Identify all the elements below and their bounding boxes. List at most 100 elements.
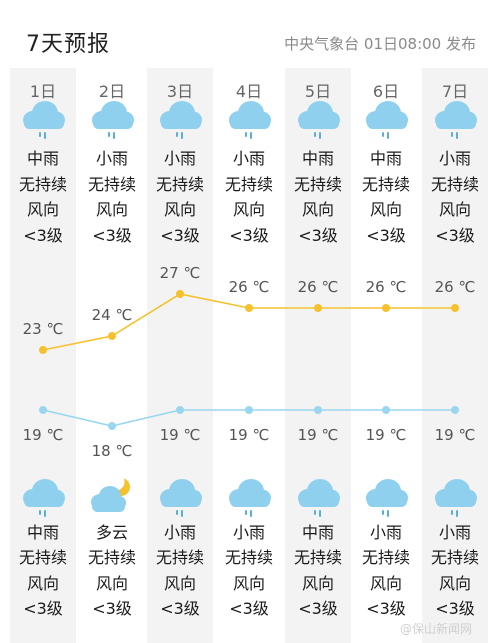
- night-wind-text: 无持续: [361, 548, 410, 567]
- day-weather-text: 小雨: [438, 149, 471, 168]
- night-wind-level: <3级: [229, 599, 269, 618]
- cloud-moon-icon: [91, 473, 130, 512]
- day-wind-text: 无持续: [361, 175, 410, 194]
- night-weather-text: 中雨: [301, 523, 334, 542]
- high-temp-label: 27 ℃: [160, 264, 201, 282]
- day-column: 2日 小雨 无持续 风向 <3级 多云 无持续 风向 <3级: [79, 68, 145, 643]
- night-wind-text: 无持续: [87, 548, 136, 567]
- rain-cloud-icon: [298, 479, 340, 517]
- low-temp-label: 19 ℃: [366, 426, 407, 444]
- high-temp-label: 24 ℃: [92, 306, 133, 324]
- rain-cloud-icon: [435, 479, 477, 517]
- rain-cloud-icon: [23, 101, 65, 139]
- night-weather-text: 小雨: [163, 523, 196, 542]
- low-temp-label: 19 ℃: [298, 426, 339, 444]
- low-temp-point: [108, 422, 116, 430]
- night-weather-text: 中雨: [26, 523, 59, 542]
- day-label: 7日: [441, 82, 469, 101]
- night-weather-icon: [294, 476, 342, 520]
- low-temp-label: 19 ℃: [160, 426, 201, 444]
- night-weather-text: 小雨: [232, 523, 265, 542]
- day-label: 2日: [98, 82, 126, 101]
- day-weather-icon: [362, 98, 410, 142]
- day-weather-text: 小雨: [163, 149, 196, 168]
- rain-cloud-icon: [229, 479, 271, 517]
- night-wind-level: <3级: [92, 599, 132, 618]
- rain-cloud-icon: [435, 101, 477, 139]
- day-weather-icon: [19, 98, 67, 142]
- temperature-chart: 23 ℃ 24 ℃ 27 ℃ 26 ℃ 26 ℃ 26 ℃ 26 ℃ 19 ℃ 18 ℃ 19 ℃…: [23, 264, 476, 460]
- night-wind-text: 无持续: [293, 548, 342, 567]
- day-wind-level: <3级: [23, 226, 63, 245]
- night-wind-direction: 风向: [26, 574, 59, 593]
- column-background: [422, 68, 488, 643]
- column-background: [147, 68, 213, 643]
- high-temp-point: [382, 304, 390, 312]
- day-column: 7日 小雨 无持续 风向 <3级 小雨 无持续 风向 <3级: [422, 68, 488, 643]
- night-wind-level: <3级: [23, 599, 63, 618]
- day-weather-icon: [225, 98, 273, 142]
- day-wind-text: 无持续: [224, 175, 273, 194]
- night-weather-text: 多云: [95, 523, 128, 542]
- day-weather-icon: [431, 98, 479, 142]
- page-title: 7天预报: [26, 32, 110, 57]
- night-wind-direction: 风向: [232, 574, 265, 593]
- rain-cloud-icon: [160, 479, 202, 517]
- day-wind-level: <3级: [229, 226, 269, 245]
- rain-cloud-icon: [160, 101, 202, 139]
- day-weather-icon: [88, 98, 136, 142]
- day-label: 6日: [372, 82, 400, 101]
- rain-cloud-icon: [229, 101, 271, 139]
- low-temp-label: 18 ℃: [92, 442, 133, 460]
- day-label: 5日: [304, 82, 332, 101]
- day-wind-direction: 风向: [369, 200, 402, 219]
- night-weather-icon: [362, 476, 410, 520]
- day-wind-level: <3级: [298, 226, 338, 245]
- day-label: 4日: [235, 82, 263, 101]
- rain-cloud-icon: [298, 101, 340, 139]
- day-wind-level: <3级: [92, 226, 132, 245]
- forecast-header: 7天预报 中央气象台 01日08:00 发布: [0, 0, 500, 66]
- day-wind-direction: 风向: [26, 200, 59, 219]
- issue-source: 中央气象台 01日08:00 发布: [284, 35, 476, 53]
- low-temp-label: 19 ℃: [435, 426, 476, 444]
- low-temp-point: [245, 406, 253, 414]
- low-temp-label: 19 ℃: [23, 426, 64, 444]
- low-temp-point: [314, 406, 322, 414]
- high-temp-label: 26 ℃: [366, 278, 407, 296]
- day-wind-text: 无持续: [430, 175, 479, 194]
- day-wind-level: <3级: [160, 226, 200, 245]
- high-temp-point: [245, 304, 253, 312]
- high-temp-point: [451, 304, 459, 312]
- night-weather-text: 小雨: [438, 523, 471, 542]
- night-wind-direction: 风向: [163, 574, 196, 593]
- day-wind-direction: 风向: [163, 200, 196, 219]
- day-wind-text: 无持续: [18, 175, 67, 194]
- night-weather-text: 小雨: [369, 523, 402, 542]
- day-column: 3日 小雨 无持续 风向 <3级 小雨 无持续 风向 <3级: [147, 68, 213, 643]
- night-wind-level: <3级: [298, 599, 338, 618]
- night-wind-text: 无持续: [430, 548, 479, 567]
- day-wind-level: <3级: [435, 226, 475, 245]
- day-wind-text: 无持续: [87, 175, 136, 194]
- high-temp-label: 23 ℃: [23, 320, 64, 338]
- day-weather-text: 中雨: [301, 149, 334, 168]
- high-temp-label: 26 ℃: [435, 278, 476, 296]
- day-wind-text: 无持续: [293, 175, 342, 194]
- day-column: 4日 小雨 无持续 风向 <3级 小雨 无持续 风向 <3级: [216, 68, 282, 643]
- rain-cloud-icon: [366, 479, 408, 517]
- night-weather-icon: [156, 476, 204, 520]
- night-wind-level: <3级: [366, 599, 406, 618]
- rain-cloud-icon: [366, 101, 408, 139]
- day-wind-direction: 风向: [95, 200, 128, 219]
- high-temp-point: [314, 304, 322, 312]
- high-temp-point: [39, 346, 47, 354]
- night-weather-icon: [88, 473, 136, 520]
- column-background: [285, 68, 351, 643]
- day-weather-icon: [156, 98, 204, 142]
- rain-cloud-icon: [92, 101, 134, 139]
- high-temp-point: [108, 332, 116, 340]
- day-label: 1日: [29, 82, 57, 101]
- low-temp-label: 19 ℃: [229, 426, 270, 444]
- day-weather-text: 小雨: [232, 149, 265, 168]
